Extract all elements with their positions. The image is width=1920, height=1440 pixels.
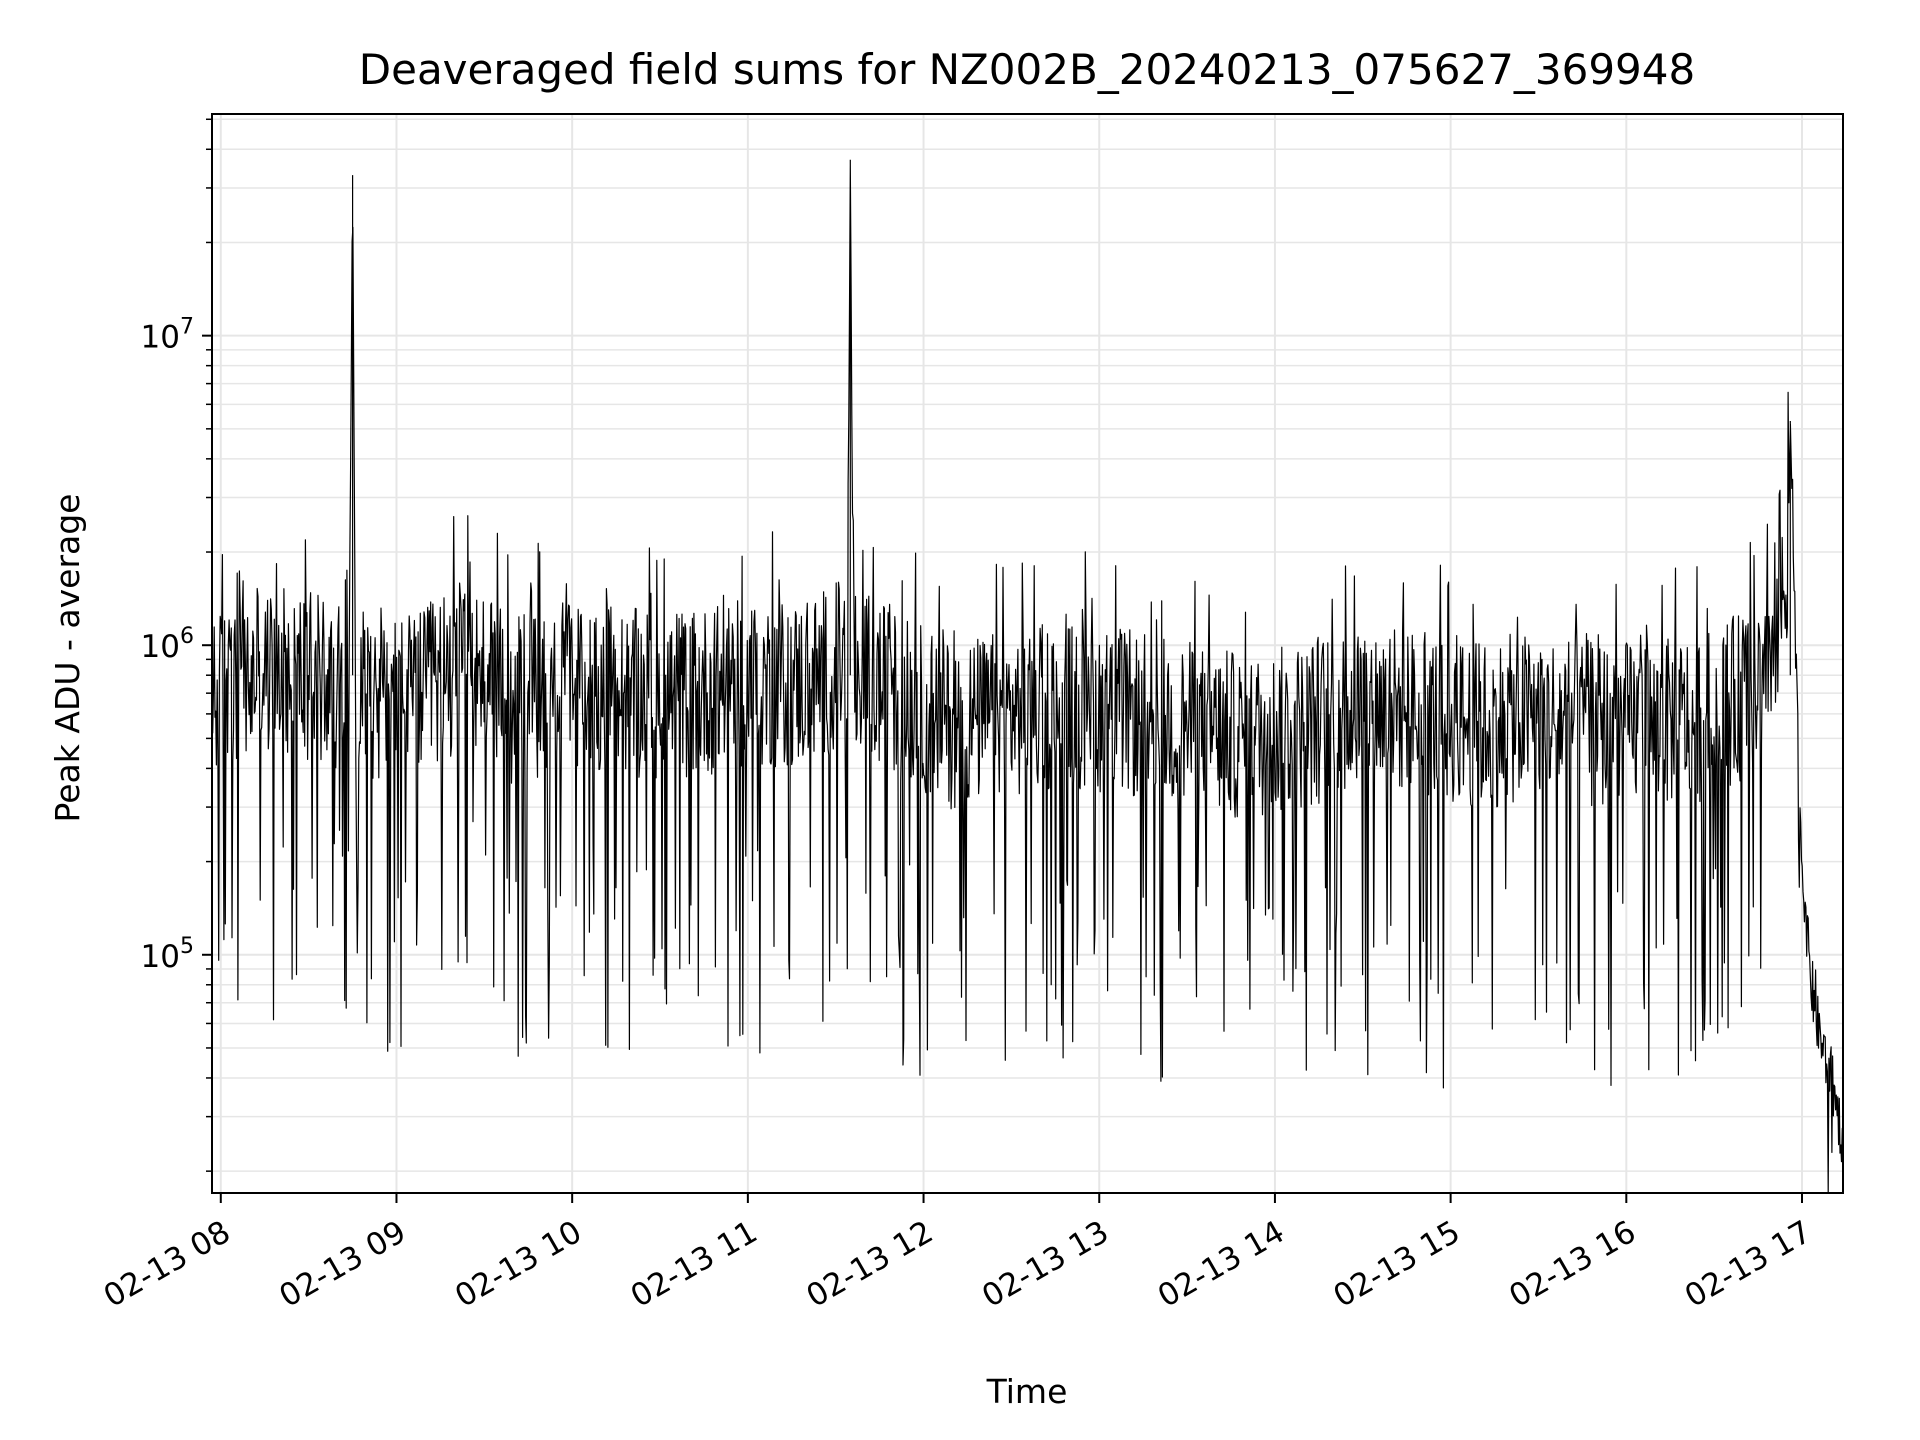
y-axis-label: Peak ADU - average	[48, 494, 87, 823]
y-tick-label: 107	[141, 315, 194, 356]
data-line-layer	[211, 159, 1844, 1194]
data-line	[211, 159, 1844, 1194]
chart-title: Deaveraged field sums for NZ002B_2024021…	[359, 45, 1695, 94]
y-axis: 105 106 107	[141, 118, 212, 1172]
x-axis-label: Time	[986, 1372, 1068, 1411]
y-tick-label: 106	[141, 624, 194, 665]
plot-frame	[211, 113, 1844, 1194]
y-tick-label: 105	[141, 934, 194, 975]
